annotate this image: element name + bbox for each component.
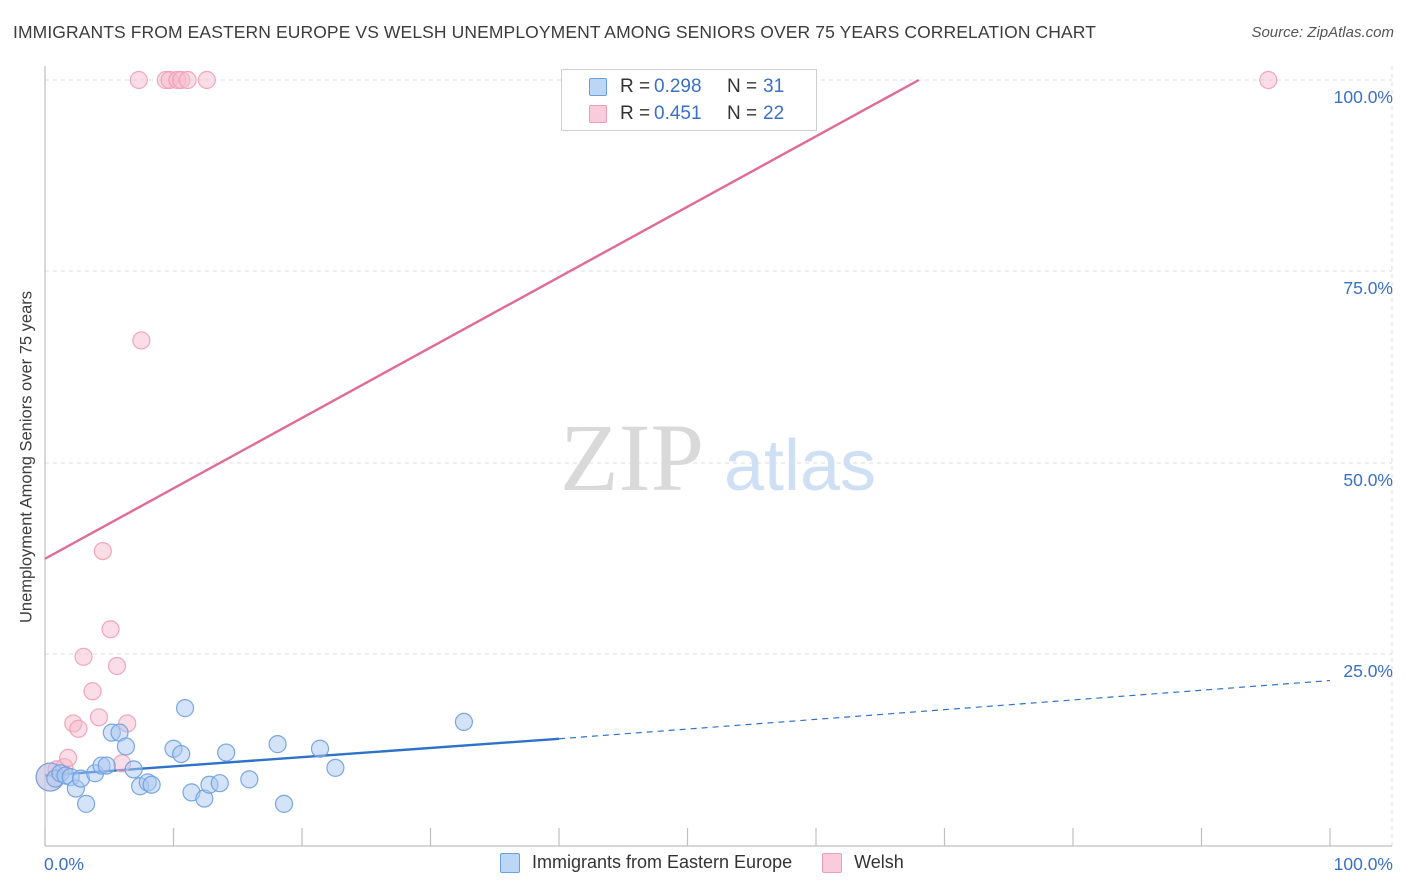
legend-box: R = 0.298 N = 31 R = 0.451 N = 22 xyxy=(561,69,817,131)
data-point-eastern-europe xyxy=(217,743,236,762)
data-point-welsh xyxy=(74,647,93,666)
data-point-eastern-europe xyxy=(310,739,330,758)
source-label: Source: ZipAtlas.com xyxy=(1251,24,1394,41)
legend-row-blue: R = 0.298 N = 31 xyxy=(562,74,784,100)
legend-n-value: 22 xyxy=(763,103,785,124)
data-point-eastern-europe xyxy=(210,774,229,793)
data-point-eastern-europe xyxy=(268,735,287,754)
bottom-legend-item-blue: Immigrants from Eastern Europe xyxy=(500,852,792,873)
data-point-eastern-europe xyxy=(97,756,116,775)
data-point-welsh xyxy=(178,70,197,90)
legend-swatch-blue xyxy=(589,78,607,96)
data-point-welsh xyxy=(101,620,120,639)
legend-n-label: N = xyxy=(727,103,758,124)
data-points xyxy=(35,70,1278,813)
data-point-eastern-europe xyxy=(116,737,136,756)
trend-line-eastern-europe-extension xyxy=(558,679,1331,740)
grid-lines xyxy=(45,66,1393,846)
data-point-eastern-europe xyxy=(274,794,294,813)
y-tick-label: 50.0% xyxy=(1343,470,1393,490)
watermark-atlas: atlas xyxy=(724,426,876,506)
legend-r-label: R = xyxy=(620,76,651,97)
data-point-welsh xyxy=(83,682,102,701)
data-point-welsh xyxy=(132,331,151,350)
data-point-welsh xyxy=(93,541,112,561)
data-point-welsh xyxy=(129,70,148,90)
data-point-welsh xyxy=(69,719,88,738)
trend-line-welsh xyxy=(44,78,920,560)
data-point-welsh xyxy=(89,708,109,727)
data-point-eastern-europe xyxy=(142,775,161,794)
data-point-eastern-europe xyxy=(77,794,96,813)
axes xyxy=(44,66,1392,847)
y-tick-label: 100.0% xyxy=(1334,87,1393,107)
bottom-legend: Immigrants from Eastern Europe Welsh xyxy=(500,852,934,873)
data-point-eastern-europe xyxy=(172,744,191,764)
data-point-welsh xyxy=(107,656,127,676)
data-point-welsh xyxy=(59,748,78,768)
data-point-eastern-europe xyxy=(175,699,195,718)
data-point-eastern-europe xyxy=(124,760,143,779)
bottom-legend-label: Immigrants from Eastern Europe xyxy=(532,852,793,872)
bottom-legend-swatch-blue xyxy=(500,852,520,873)
legend-row-pink: R = 0.451 N = 22 xyxy=(562,101,784,127)
x-tick-label: 100.0% xyxy=(1334,854,1393,874)
bottom-legend-item-pink: Welsh xyxy=(822,852,904,873)
data-point-welsh xyxy=(1259,70,1278,90)
legend-r-value: 0.451 xyxy=(654,103,702,124)
data-point-eastern-europe xyxy=(326,758,345,777)
legend-swatch-pink xyxy=(589,105,607,123)
y-tick-label: 75.0% xyxy=(1343,278,1393,298)
data-point-welsh xyxy=(197,70,217,90)
legend-r-value: 0.298 xyxy=(654,76,702,97)
legend-r-label: R = xyxy=(620,103,651,124)
x-tick-label: 0.0% xyxy=(44,854,84,874)
chart-title: IMMIGRANTS FROM EASTERN EUROPE VS WELSH … xyxy=(13,22,1096,42)
data-point-eastern-europe xyxy=(454,712,474,732)
bottom-legend-swatch-pink xyxy=(822,852,843,873)
legend-n-value: 31 xyxy=(763,76,785,97)
data-point-eastern-europe xyxy=(240,770,259,789)
tick-labels: 100.0% 75.0% 50.0% 25.0% 0.0% 100.0% xyxy=(44,87,1393,874)
legend-n-label: N = xyxy=(727,76,758,97)
watermark-zip: ZIP xyxy=(560,404,704,511)
y-tick-label: 25.0% xyxy=(1343,661,1393,681)
bottom-legend-label: Welsh xyxy=(854,852,904,872)
